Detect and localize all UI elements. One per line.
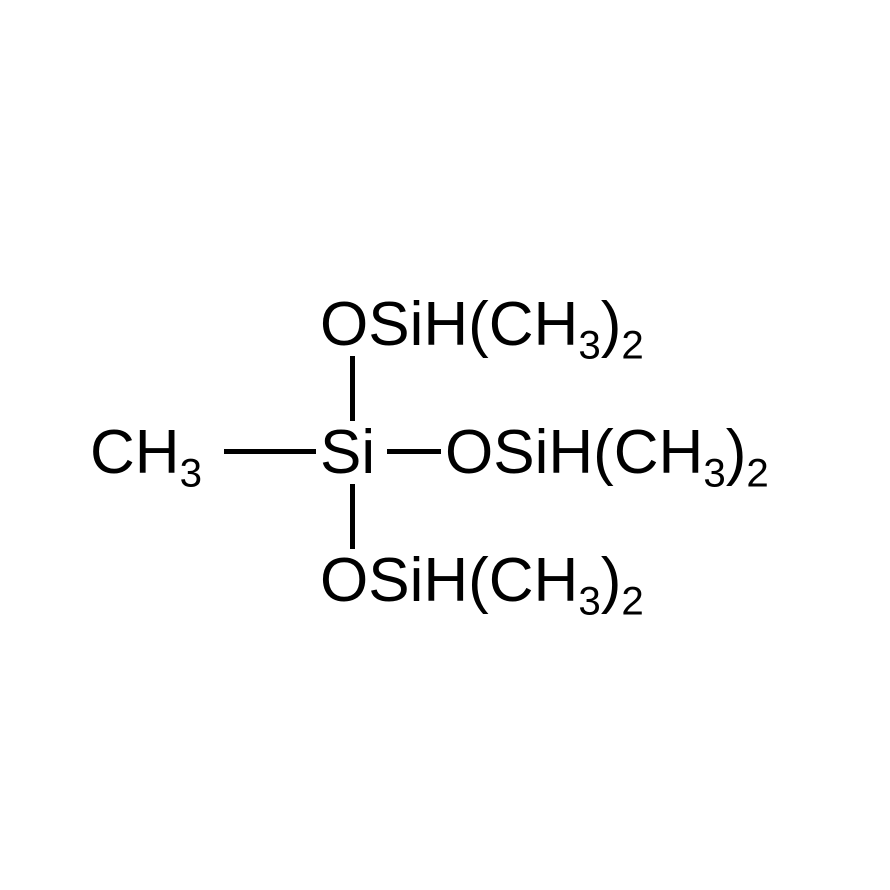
label-sub: 3 bbox=[578, 322, 600, 367]
label-part: OSiH(CH bbox=[320, 290, 578, 359]
atom-group-top: OSiH(CH3)2 bbox=[320, 294, 644, 356]
label-sub: 2 bbox=[621, 322, 643, 367]
label-sub: 2 bbox=[746, 450, 768, 495]
bond-down-vert bbox=[350, 484, 355, 549]
label-sub: 3 bbox=[180, 450, 202, 495]
label-part: OSiH(CH bbox=[445, 418, 703, 487]
label-part: ) bbox=[601, 546, 622, 615]
atom-si-center: Si bbox=[320, 422, 375, 484]
label-part: ) bbox=[601, 290, 622, 359]
chemical-structure-canvas: CH3 Si OSiH(CH3)2 OSiH(CH3)2 OSiH(CH3)2 bbox=[0, 0, 890, 890]
atom-group-bot: OSiH(CH3)2 bbox=[320, 550, 644, 612]
label-part: ) bbox=[726, 418, 747, 487]
bond-left-horiz bbox=[224, 449, 316, 454]
label-part: CH bbox=[90, 418, 180, 487]
label-sub: 3 bbox=[578, 578, 600, 623]
atom-ch3-left: CH3 bbox=[90, 422, 202, 484]
bond-up-vert bbox=[350, 356, 355, 421]
label-sub: 2 bbox=[621, 578, 643, 623]
atom-group-mid: OSiH(CH3)2 bbox=[445, 422, 769, 484]
label-part: Si bbox=[320, 418, 375, 487]
bond-right-horiz bbox=[387, 449, 441, 454]
label-sub: 3 bbox=[703, 450, 725, 495]
label-part: OSiH(CH bbox=[320, 546, 578, 615]
